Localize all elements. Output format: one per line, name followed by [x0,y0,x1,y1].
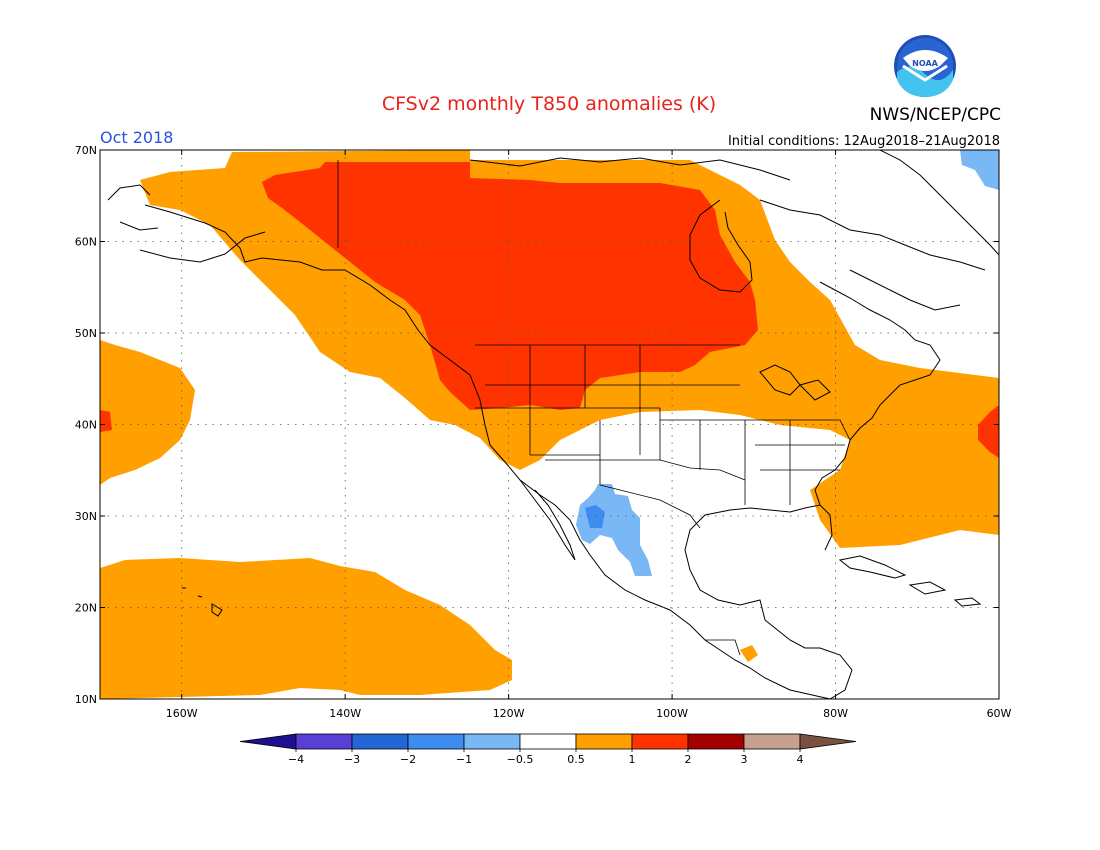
anomaly-region-red-canada [262,162,758,410]
colorbar-label: 3 [741,753,748,766]
colorbar-swatch [407,733,465,750]
graticule [100,150,999,699]
colorbar-swatch-low [239,733,297,750]
colorbar-label: −3 [344,753,360,766]
colorbar-swatch [463,733,521,750]
colorbar-label: 1 [629,753,636,766]
anomaly-region-orange-west [100,340,195,485]
colorbar-swatch [575,733,633,750]
coastlines [107,150,999,699]
anomaly-region-red-east-edge [978,405,999,458]
colorbar-label: −0.5 [507,753,534,766]
anomaly-region-orange-south [100,558,512,699]
colorbar-label: −1 [456,753,472,766]
colorbar-label: −4 [288,753,304,766]
colorbar-swatch [631,733,689,750]
colorbar-label: 0.5 [567,753,585,766]
anomaly-region-blue-mexico [585,505,605,528]
colorbar-swatch [743,733,801,750]
map-title: CFSv2 monthly T850 anomalies (K) [382,93,716,115]
valid-month: Oct 2018 [100,128,173,147]
svg-text:NOAA: NOAA [912,59,938,68]
lat-tick-label: 60N [75,236,97,249]
anomaly-region-red-west-edge [100,410,112,432]
initial-conditions: Initial conditions: 12Aug2018–21Aug2018 [728,134,1000,149]
colorbar-swatch [351,733,409,750]
colorbar-label: −2 [400,753,416,766]
lon-tick-label: 80W [823,707,848,720]
lat-tick-label: 10N [75,693,97,706]
map-area [100,150,999,699]
lat-tick-label: 30N [75,510,97,523]
colorbar-swatch [687,733,745,750]
colorbar-label: 4 [797,753,804,766]
lon-tick-label: 120W [493,707,525,720]
colorbar-label: 2 [685,753,692,766]
lon-tick-label: 60W [987,707,1012,720]
lon-tick-label: 100W [656,707,688,720]
agency-label: NWS/NCEP/CPC [870,105,1001,125]
anomaly-region-lightblue-greenland [960,150,999,190]
colorbar: −4 −3 −2 −1 −0.5 0.5 1 2 3 4 [239,733,857,766]
colorbar-swatch [295,733,353,750]
lat-tick-label: 50N [75,327,97,340]
lat-tick-label: 70N [75,144,97,157]
longitude-axis: 160W 140W 120W 100W 80W 60W [166,150,1012,720]
political-boundaries [337,160,851,656]
colorbar-swatch-high [799,733,857,750]
lon-tick-label: 160W [166,707,198,720]
lat-tick-label: 40N [75,419,97,432]
colorbar-swatch [519,733,577,750]
latitude-axis: 70N 60N 50N 40N 30N 20N 10N [75,144,999,706]
noaa-logo-icon: NOAA [894,35,956,97]
lat-tick-label: 20N [75,602,97,615]
lon-tick-label: 140W [329,707,361,720]
anomaly-region-orange-central-america [740,645,758,662]
